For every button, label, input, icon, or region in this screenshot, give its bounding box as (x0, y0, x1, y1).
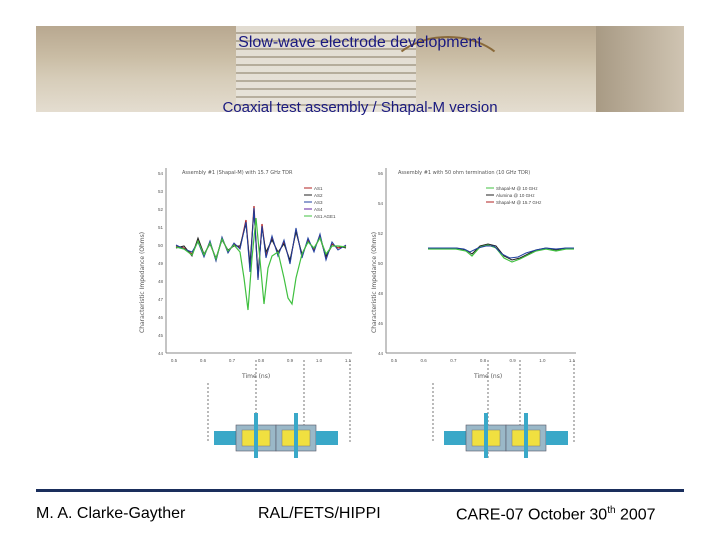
footer-rule (36, 489, 684, 492)
x-tick-label: 0.8 (258, 358, 265, 363)
x-tick-label: 0.9 (510, 358, 517, 363)
x-tick-label: 0.8 (480, 358, 487, 363)
y-tick-label: 49 (158, 261, 164, 266)
footer-author: M. A. Clarke-Gayther (36, 505, 186, 522)
right-trace-alumina (428, 243, 574, 261)
left-y-ticks: 44 45 46 47 48 49 50 51 52 53 54 (158, 171, 164, 356)
footer-event-suffix: 2007 (615, 506, 656, 524)
x-tick-label: 1.1 (345, 358, 352, 363)
y-tick-label: 44 (378, 351, 384, 356)
right-plot-ylabel: Characteristic Impedance (Ohms) (371, 232, 378, 333)
x-tick-label: 1.1 (569, 358, 576, 363)
y-tick-label: 46 (378, 321, 384, 326)
y-tick-label: 52 (158, 207, 164, 212)
y-tick-label: 48 (158, 279, 164, 284)
y-tick-label: 54 (378, 201, 384, 206)
right-y-ticks: 44 46 48 50 52 54 56 (378, 171, 384, 356)
y-tick-label: 54 (158, 171, 164, 176)
footer-org: RAL/FETS/HIPPI (258, 505, 381, 522)
slide-title: Slow-wave electrode development (238, 34, 482, 51)
right-legend-3: Shapal-M @ 15.7 GHz (496, 200, 542, 205)
x-tick-label: 0.7 (229, 358, 236, 363)
right-x-ticks: 0.5 0.6 0.7 0.8 0.9 1.0 1.1 (391, 358, 576, 363)
y-tick-label: 47 (158, 297, 164, 302)
y-tick-label: 50 (158, 243, 164, 248)
x-tick-label: 1.0 (539, 358, 546, 363)
x-tick-label: 0.5 (171, 358, 178, 363)
y-tick-label: 51 (158, 225, 164, 230)
right-trace-shapal-10 (428, 244, 574, 263)
coax-assembly-right (444, 413, 568, 458)
left-trace-as1-age1 (175, 217, 347, 311)
left-x-ticks: 0.5 0.6 0.7 0.8 0.9 1.0 1.1 (171, 358, 352, 363)
coax-assembly-left (214, 413, 338, 458)
left-legend: AS1 AS2 AS3 AS4 AS1 AGE1 (304, 186, 336, 219)
right-plot: Assembly #1 with 50 ohm termination (10 … (371, 168, 576, 380)
left-legend-3: AS3 (314, 200, 323, 205)
left-traces (175, 205, 347, 311)
rack-shape (236, 26, 416, 112)
footer-event-prefix: CARE-07 October 30 (456, 506, 608, 524)
y-tick-label: 56 (378, 171, 384, 176)
left-legend-5: AS1 AGE1 (314, 214, 336, 219)
left-plot: Assembly #1 (Shapal-M) with 15.7 GHz TDR… (139, 168, 352, 380)
y-tick-label: 44 (158, 351, 164, 356)
y-tick-label: 53 (158, 189, 164, 194)
left-legend-1: AS1 (314, 186, 323, 191)
left-plot-title: Assembly #1 (Shapal-M) with 15.7 GHz TDR (182, 170, 293, 176)
left-legend-4: AS4 (314, 207, 323, 212)
right-trace-shapal-15 (428, 245, 574, 259)
footer-event-sup: th (607, 505, 616, 516)
y-tick-label: 50 (378, 261, 384, 266)
x-tick-label: 0.9 (287, 358, 294, 363)
x-tick-label: 0.6 (421, 358, 428, 363)
photo-banner (36, 26, 684, 112)
x-tick-label: 0.7 (450, 358, 457, 363)
y-tick-label: 46 (158, 315, 164, 320)
right-legend: Shapal-M @ 10 GHz Alumina @ 10 GHz Shapa… (486, 186, 542, 205)
slide-subtitle: Coaxial test assembly / Shapal-M version (222, 99, 498, 116)
cable-shape (386, 36, 510, 112)
right-plot-title: Assembly #1 with 50 ohm termination (10 … (398, 170, 530, 176)
y-tick-label: 48 (378, 291, 384, 296)
panel-shape (596, 26, 684, 112)
x-tick-label: 0.6 (200, 358, 207, 363)
right-legend-2: Alumina @ 10 GHz (496, 193, 535, 198)
x-tick-label: 0.5 (391, 358, 398, 363)
tdr-figure: Assembly #1 (Shapal-M) with 15.7 GHz TDR… (139, 168, 576, 458)
x-tick-label: 1.0 (316, 358, 323, 363)
footer-event: CARE-07 October 30th 2007 (456, 505, 656, 524)
y-tick-label: 52 (378, 231, 384, 236)
right-traces (428, 243, 574, 263)
left-plot-ylabel: Characteristic Impedance (Ohms) (139, 232, 146, 333)
right-legend-1: Shapal-M @ 10 GHz (496, 186, 538, 191)
y-tick-label: 45 (158, 333, 164, 338)
left-legend-2: AS2 (314, 193, 323, 198)
